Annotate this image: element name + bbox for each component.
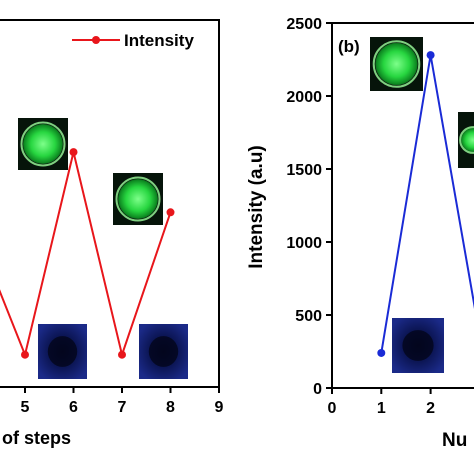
panel-label-b: (b) bbox=[338, 37, 360, 56]
left-x-axis-label: of steps bbox=[2, 428, 71, 448]
data-point bbox=[69, 148, 78, 157]
legend: Intensity bbox=[72, 31, 194, 50]
left-series bbox=[0, 148, 175, 359]
green-fluorescent-well-inset bbox=[18, 118, 68, 170]
right-y-tick-label: 1000 bbox=[286, 235, 322, 252]
data-point bbox=[377, 348, 386, 357]
right-x-tick-label: 0 bbox=[328, 400, 337, 417]
dark-blue-well-inset bbox=[139, 324, 188, 379]
right-y-tick-label: 0 bbox=[313, 381, 322, 398]
legend-label: Intensity bbox=[124, 31, 194, 50]
right-y-tick-label: 2000 bbox=[286, 89, 322, 106]
green-fluorescent-well-inset bbox=[370, 37, 423, 91]
left-x-tick-label: 7 bbox=[118, 399, 127, 416]
green-fluorescent-well-inset bbox=[458, 112, 474, 168]
right-y-tick-label: 2500 bbox=[286, 16, 322, 33]
legend-marker bbox=[92, 36, 100, 44]
right-x-tick-label: 2 bbox=[426, 400, 435, 417]
data-point bbox=[426, 51, 435, 60]
left-panel: 5 6 7 8 9 of steps Intensity bbox=[0, 19, 224, 448]
left-x-tick-label: 8 bbox=[166, 399, 175, 416]
green-fluorescent-well-inset bbox=[113, 173, 163, 225]
right-plot-frame bbox=[331, 22, 474, 389]
right-insets bbox=[370, 37, 474, 373]
data-point bbox=[166, 208, 175, 217]
dark-blue-well-inset bbox=[392, 318, 444, 373]
right-y-tick-label: 500 bbox=[295, 308, 322, 325]
right-panel: 0 500 1000 1500 2000 2500 0 1 2 Intensity (a.u)… bbox=[246, 16, 474, 451]
right-x-axis: 0 1 2 bbox=[328, 388, 435, 417]
series-line bbox=[380, 54, 474, 354]
right-y-axis: 0 500 1000 1500 2000 2500 bbox=[286, 16, 332, 398]
right-x-axis-label: Nu bbox=[442, 430, 467, 451]
right-y-axis-label: Intensity (a.u) bbox=[246, 145, 267, 269]
data-point bbox=[118, 350, 126, 359]
data-point bbox=[21, 350, 29, 359]
left-insets bbox=[18, 118, 188, 379]
left-x-tick-label: 5 bbox=[21, 399, 30, 416]
dark-blue-well-inset bbox=[38, 324, 87, 379]
left-plot-frame bbox=[0, 19, 220, 388]
left-x-tick-label: 6 bbox=[69, 399, 78, 416]
left-x-tick-label: 9 bbox=[215, 399, 224, 416]
right-series bbox=[377, 51, 474, 357]
left-x-axis: 5 6 7 8 9 bbox=[21, 387, 224, 416]
right-x-tick-label: 1 bbox=[377, 400, 386, 417]
right-y-tick-label: 1500 bbox=[286, 162, 322, 179]
